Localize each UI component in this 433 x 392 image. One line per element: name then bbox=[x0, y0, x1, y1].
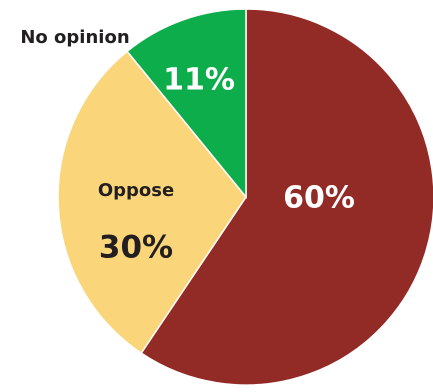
pie-slice-3 bbox=[126, 8, 247, 200]
pie-slice-2 bbox=[57, 50, 247, 355]
pie-labels: 60% 30% Oppose 11% No opinion bbox=[20, 27, 355, 266]
slice-value-label: 11% bbox=[163, 63, 235, 98]
pie-slice-1 bbox=[140, 8, 433, 386]
slice-value-label: 30% bbox=[99, 230, 173, 266]
slice-category-label: No opinion bbox=[20, 27, 129, 48]
pie-slices bbox=[57, 8, 433, 386]
slice-value-label: 60% bbox=[283, 181, 355, 216]
slice-category-label: Oppose bbox=[98, 180, 174, 201]
